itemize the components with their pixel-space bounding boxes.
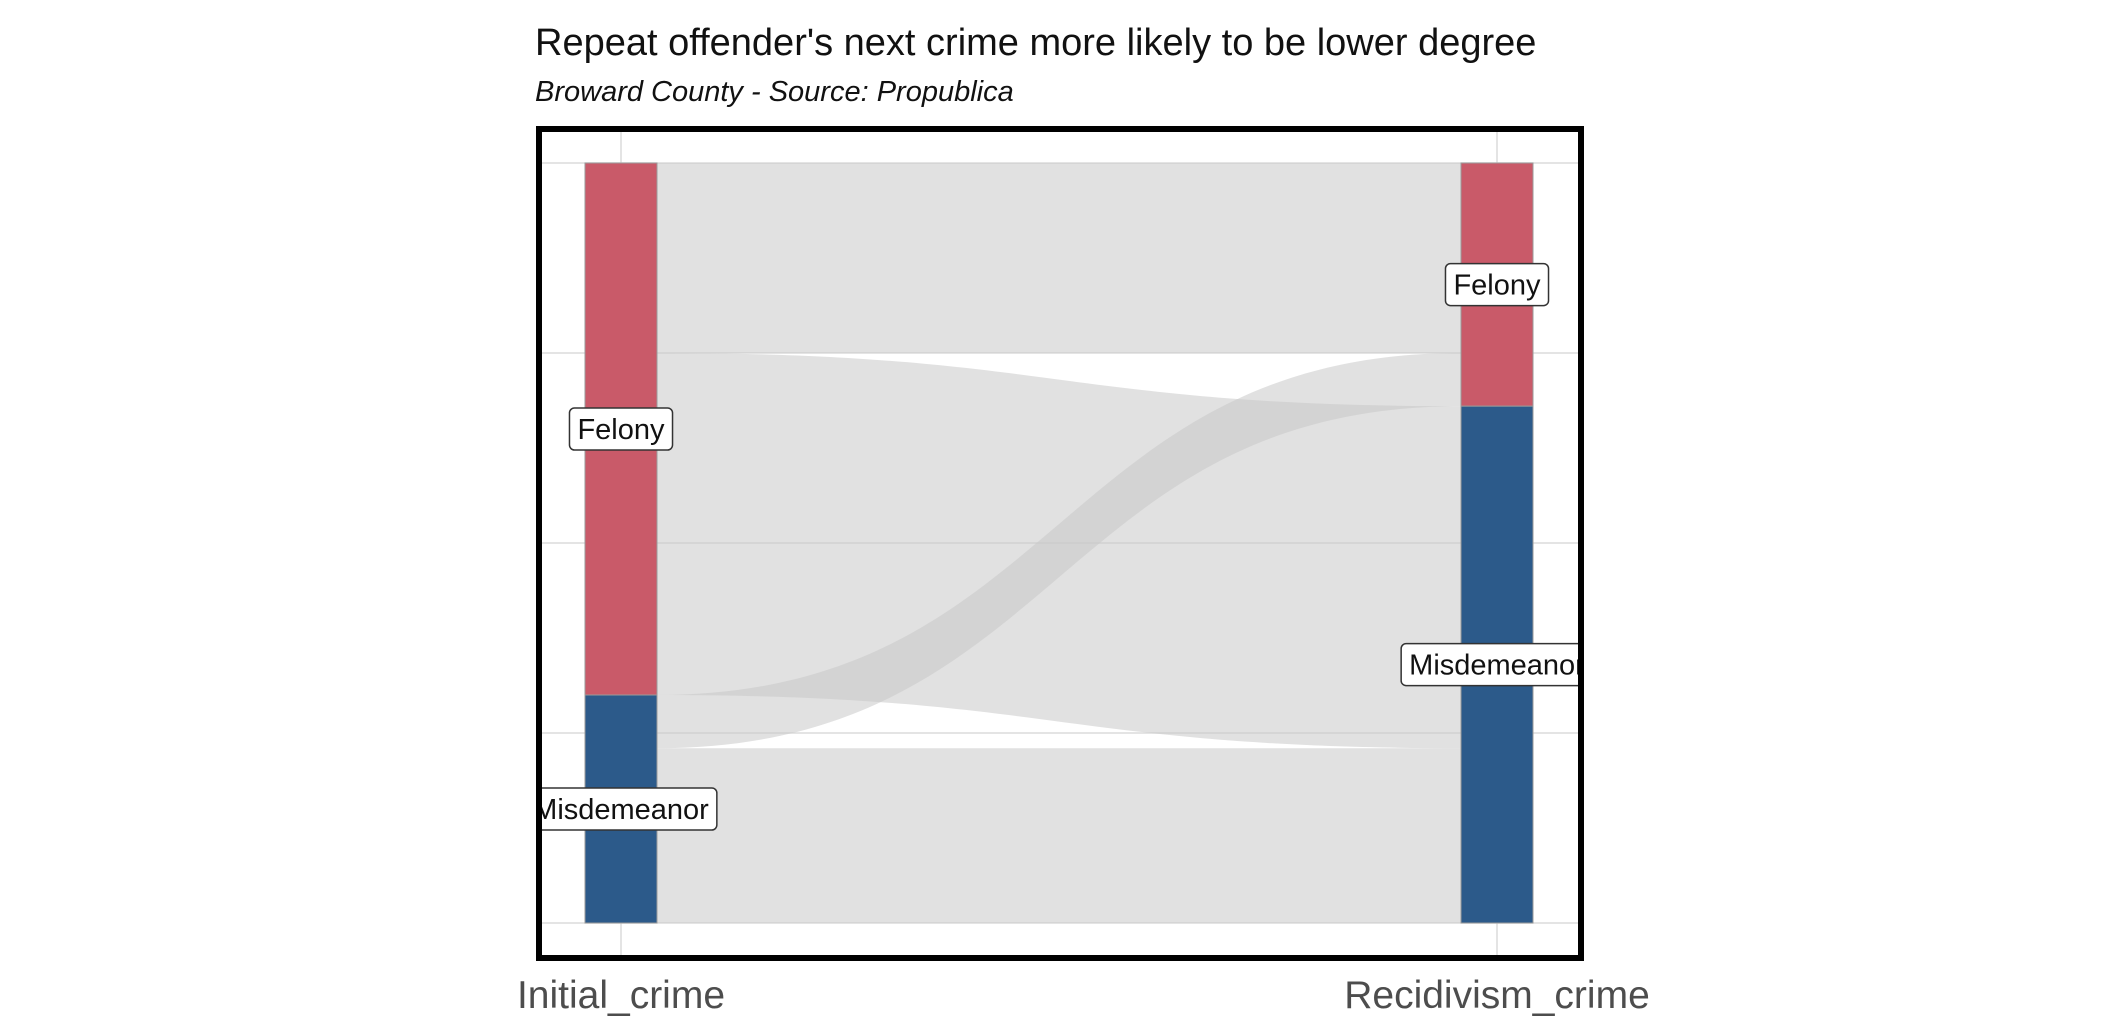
axis-label-initial-crime: Initial_crime xyxy=(517,974,725,1017)
stratum-label-recidivism-crime-felony: Felony xyxy=(1444,262,1550,307)
stratum-label-initial-crime-felony: Felony xyxy=(568,407,674,451)
chart-subtitle: Broward County - Source: Propublica xyxy=(535,76,1014,108)
panel-border xyxy=(536,126,1584,961)
axis-labels: Initial_crime Recidivism_crime xyxy=(517,974,1650,1017)
axis-label-recidivism-crime: Recidivism_crime xyxy=(1344,974,1650,1017)
stratum-label-text: Felony xyxy=(577,414,665,446)
chart-title: Repeat offender's next crime more likely… xyxy=(535,22,1537,64)
stratum-label-text: Misdemeanor xyxy=(533,794,709,826)
stratum-label-box xyxy=(568,407,674,451)
stratum-label-box xyxy=(1400,642,1578,687)
flows xyxy=(657,163,1461,923)
stratum-labels: Felony Misdemeanor Felony Misdemeanor xyxy=(533,262,1585,831)
stratum-label-text: Misdemeanor xyxy=(1409,650,1585,682)
flow-misdemeanor-to-misdemeanor xyxy=(657,748,1461,923)
stratum-label-box xyxy=(1444,262,1550,307)
flow-felony-to-felony xyxy=(657,163,1461,353)
stratum-label-box xyxy=(542,787,718,831)
stratum-label-recidivism-crime-misdemeanor: Misdemeanor xyxy=(1400,642,1585,687)
stratum-label-text: Felony xyxy=(1453,270,1541,302)
stratum-label-initial-crime-misdemeanor: Misdemeanor xyxy=(533,787,718,831)
flow-misdemeanor-to-felony xyxy=(657,353,1461,749)
